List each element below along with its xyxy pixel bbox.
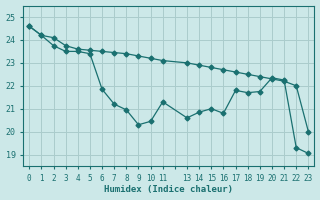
X-axis label: Humidex (Indice chaleur): Humidex (Indice chaleur) — [104, 185, 233, 194]
